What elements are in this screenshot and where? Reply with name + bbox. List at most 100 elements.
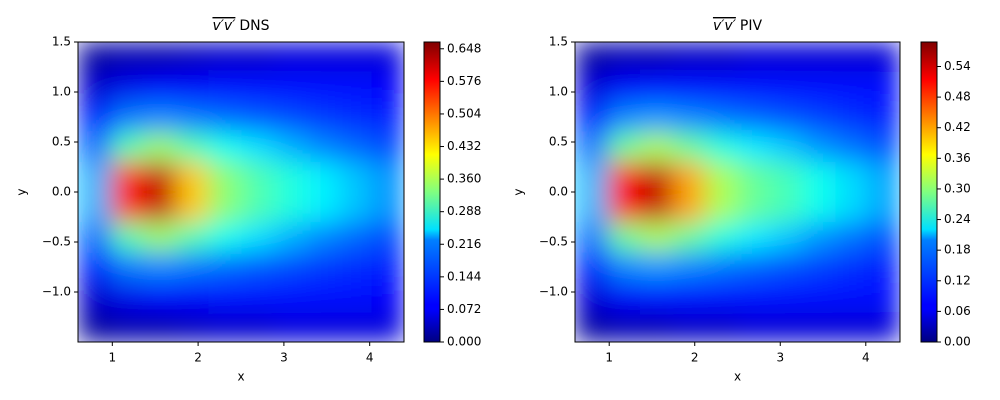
field-cell: [867, 42, 900, 73]
field-cell: [306, 282, 340, 313]
field-cell: [110, 192, 144, 223]
field-cell: [143, 222, 177, 253]
field-cell: [802, 162, 836, 193]
field-cell: [306, 162, 340, 193]
field-cell: [371, 312, 404, 342]
field-cell: [175, 282, 209, 313]
field-cell: [175, 222, 209, 253]
field-cell: [78, 72, 112, 103]
field-cell: [640, 42, 673, 73]
field-cell: [273, 102, 307, 133]
y-tick-label: 1.0: [52, 85, 71, 99]
field-cell: [338, 192, 372, 223]
title-text: DNS: [239, 18, 269, 34]
field-cell: [273, 192, 307, 223]
field-cell: [672, 42, 706, 73]
field-cell: [802, 132, 836, 163]
subplot: 1 2 3 4 −1.0 −0.5 0.0 0.5 1.0 1.5 x y v′v′ DNS 0.000 0.…: [15, 18, 482, 384]
field-cell: [306, 72, 340, 103]
field-cell: [208, 72, 242, 103]
field-cell: [175, 162, 209, 193]
field-cell: [737, 312, 771, 342]
field-cell: [705, 162, 738, 193]
field-cell: [672, 312, 706, 342]
field-cell: [640, 192, 673, 223]
field-cell: [640, 282, 673, 313]
field-cell: [672, 252, 706, 283]
x-axis-label: x: [734, 370, 741, 384]
field-cell: [175, 312, 209, 342]
field-cell: [208, 42, 242, 73]
field-cell: [143, 132, 177, 163]
field-cell: [208, 132, 242, 163]
field-cell: [640, 252, 673, 283]
colorbar-tick-label: 0.576: [447, 74, 481, 88]
field-cell: [306, 312, 340, 342]
field-cell: [78, 162, 112, 193]
field-cell: [672, 72, 706, 103]
field-cell: [208, 162, 242, 193]
colorbar-tick-label: 0.00: [944, 335, 971, 349]
field-cell: [705, 132, 738, 163]
field-cell: [575, 252, 608, 283]
field-cell: [338, 282, 372, 313]
field-cell: [802, 282, 836, 313]
colorbar-tick-label: 0.54: [944, 59, 971, 73]
field-cell: [241, 162, 275, 193]
colorbar: [423, 41, 441, 343]
field-cell: [737, 222, 771, 253]
field-cell: [802, 42, 836, 73]
field-cell: [802, 222, 836, 253]
field-cell: [338, 132, 372, 163]
x-tick-label: 4: [366, 351, 374, 365]
field-cell: [770, 282, 803, 313]
contour-field: [78, 42, 404, 342]
field-cell: [208, 102, 242, 133]
field-cell: [575, 72, 608, 103]
field-cell: [705, 42, 738, 73]
field-cell: [835, 192, 868, 223]
y-tick-label: 0.0: [52, 185, 71, 199]
field-cell: [835, 252, 868, 283]
field-cell: [737, 282, 771, 313]
colorbar-tick-label: 0.216: [447, 237, 481, 251]
field-cell: [371, 42, 404, 73]
x-tick-label: 1: [108, 351, 116, 365]
field-cell: [208, 192, 242, 223]
field-cell: [835, 132, 868, 163]
title-symbol: v′v′: [713, 18, 737, 34]
contour-field: [575, 42, 900, 342]
y-tick-label: −0.5: [539, 235, 568, 249]
y-axis-label: y: [15, 188, 29, 195]
title-symbol: v′v′: [212, 18, 236, 34]
field-cell: [867, 72, 900, 103]
title-text: PIV: [740, 18, 763, 34]
field-cell: [770, 222, 803, 253]
field-cell: [371, 162, 404, 193]
colorbar-tick-label: 0.360: [447, 172, 481, 186]
field-cell: [306, 222, 340, 253]
colorbar-tick-label: 0.432: [447, 139, 481, 153]
colorbar-tick-label: 0.504: [447, 106, 481, 120]
colorbar-tick-label: 0.072: [447, 302, 481, 316]
field-cell: [737, 162, 771, 193]
colorbar-tick-label: 0.144: [447, 269, 481, 283]
field-cell: [338, 252, 372, 283]
field-cell: [143, 192, 177, 223]
field-cell: [835, 102, 868, 133]
field-cell: [371, 72, 404, 103]
field-cell: [835, 162, 868, 193]
colorbar-tick-label: 0.24: [944, 212, 971, 226]
field-cell: [338, 312, 372, 342]
colorbar-tick-label: 0.42: [944, 120, 971, 134]
field-cell: [175, 102, 209, 133]
field-cell: [867, 222, 900, 253]
y-tick-label: 1.0: [549, 85, 568, 99]
colorbar-tick-label: 0.18: [944, 243, 971, 257]
field-cell: [175, 192, 209, 223]
field-cell: [273, 312, 307, 342]
field-cell: [835, 222, 868, 253]
field-cell: [640, 222, 673, 253]
field-cell: [607, 42, 641, 73]
